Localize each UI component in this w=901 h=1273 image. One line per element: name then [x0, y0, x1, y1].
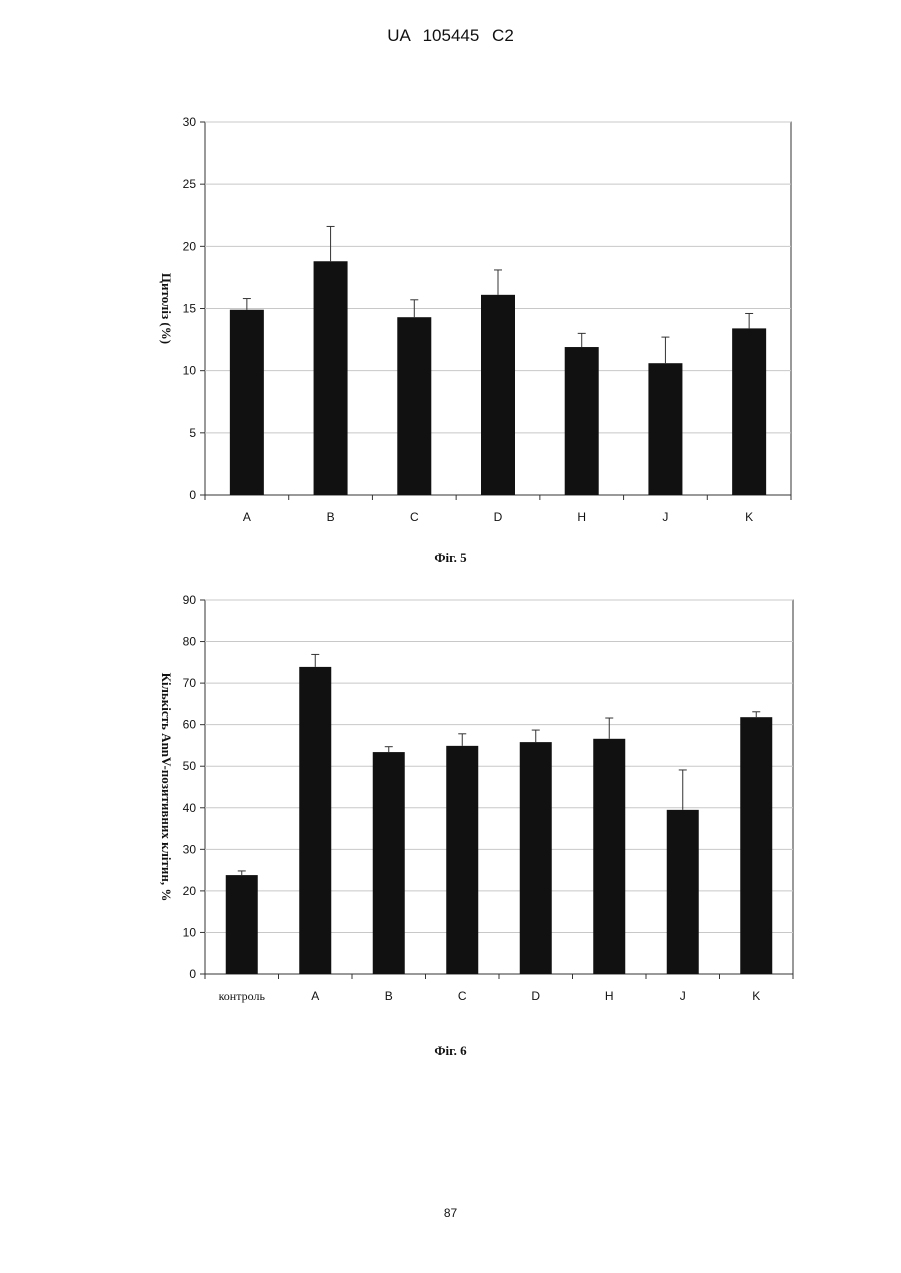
- y-tick-label: 0: [189, 967, 196, 981]
- bar: [667, 810, 699, 974]
- y-tick-label: 30: [183, 842, 197, 856]
- bar: [299, 667, 331, 974]
- x-tick-label: C: [458, 989, 467, 1003]
- bar: [446, 746, 478, 974]
- bar: [740, 717, 772, 974]
- x-tick-label: K: [752, 989, 760, 1003]
- y-tick-label: 80: [183, 635, 197, 649]
- x-tick-label: D: [531, 989, 540, 1003]
- x-tick-label: J: [680, 989, 686, 1003]
- y-tick-label: 90: [183, 593, 197, 607]
- y-tick-label: 70: [183, 676, 197, 690]
- x-tick-label: H: [605, 989, 614, 1003]
- bar: [520, 742, 552, 974]
- y-tick-label: 40: [183, 801, 197, 815]
- y-tick-label: 10: [183, 925, 197, 939]
- bar: [226, 875, 258, 974]
- page-number: 87: [0, 1206, 901, 1220]
- figure-6-caption: Фіг. 6: [0, 1043, 901, 1059]
- x-tick-label: B: [385, 989, 393, 1003]
- y-tick-label: 60: [183, 718, 197, 732]
- y-tick-label: 50: [183, 759, 197, 773]
- x-tick-label: контроль: [219, 989, 266, 1003]
- y-tick-label: 20: [183, 884, 197, 898]
- x-tick-label: A: [311, 989, 319, 1003]
- bar: [373, 752, 405, 974]
- y-axis-label: Кількість AnnV-позитивних клітин, %: [159, 673, 174, 902]
- plot-frame: [205, 600, 793, 974]
- bar: [593, 739, 625, 974]
